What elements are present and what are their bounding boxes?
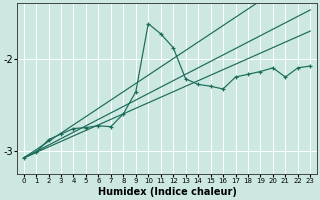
X-axis label: Humidex (Indice chaleur): Humidex (Indice chaleur): [98, 187, 236, 197]
